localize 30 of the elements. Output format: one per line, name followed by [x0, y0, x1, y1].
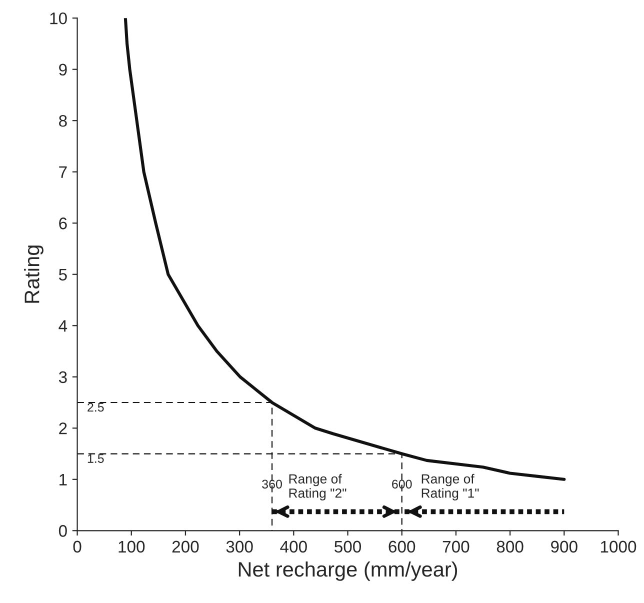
y-tick-label: 6	[59, 218, 67, 230]
y-tick-label: 9	[59, 64, 67, 76]
y-tick-label: 7	[59, 166, 67, 178]
y-tick-label: 3	[58, 371, 67, 384]
x-tick-label: 300	[226, 540, 253, 553]
x-tick-label: 200	[172, 540, 199, 553]
y-tick-label: 0	[58, 525, 67, 537]
y-tick-label: 10	[50, 12, 67, 24]
x-tick-label: 800	[496, 540, 524, 553]
y-tick-label: 2	[59, 422, 67, 434]
y-tick-label: 8	[59, 115, 67, 127]
x-tick-label: 500	[334, 540, 362, 553]
annotation: 600	[392, 480, 412, 489]
annotation: Range of Rating "1"	[422, 474, 479, 500]
y-tick-label: 1	[60, 474, 67, 486]
y-tick-label: 4	[58, 320, 68, 332]
y-axis-title: Rating	[24, 246, 44, 303]
annotation: 1.5	[88, 454, 104, 463]
x-tick-label: 600	[388, 540, 416, 553]
x-tick-label: 100	[118, 540, 145, 553]
x-axis-title: Net recharge (mm/year)	[238, 561, 458, 581]
x-tick-label: 900	[551, 540, 578, 553]
x-tick-label: 1000	[600, 540, 636, 553]
x-tick-label: 400	[280, 540, 307, 553]
annotation: 2.5	[88, 402, 104, 412]
annotation: 360	[262, 480, 282, 489]
x-tick-label: 0	[73, 540, 82, 553]
y-tick-label: 5	[58, 268, 67, 281]
annotation: Range of Rating "2"	[289, 474, 346, 500]
x-tick-label: 700	[442, 540, 470, 553]
